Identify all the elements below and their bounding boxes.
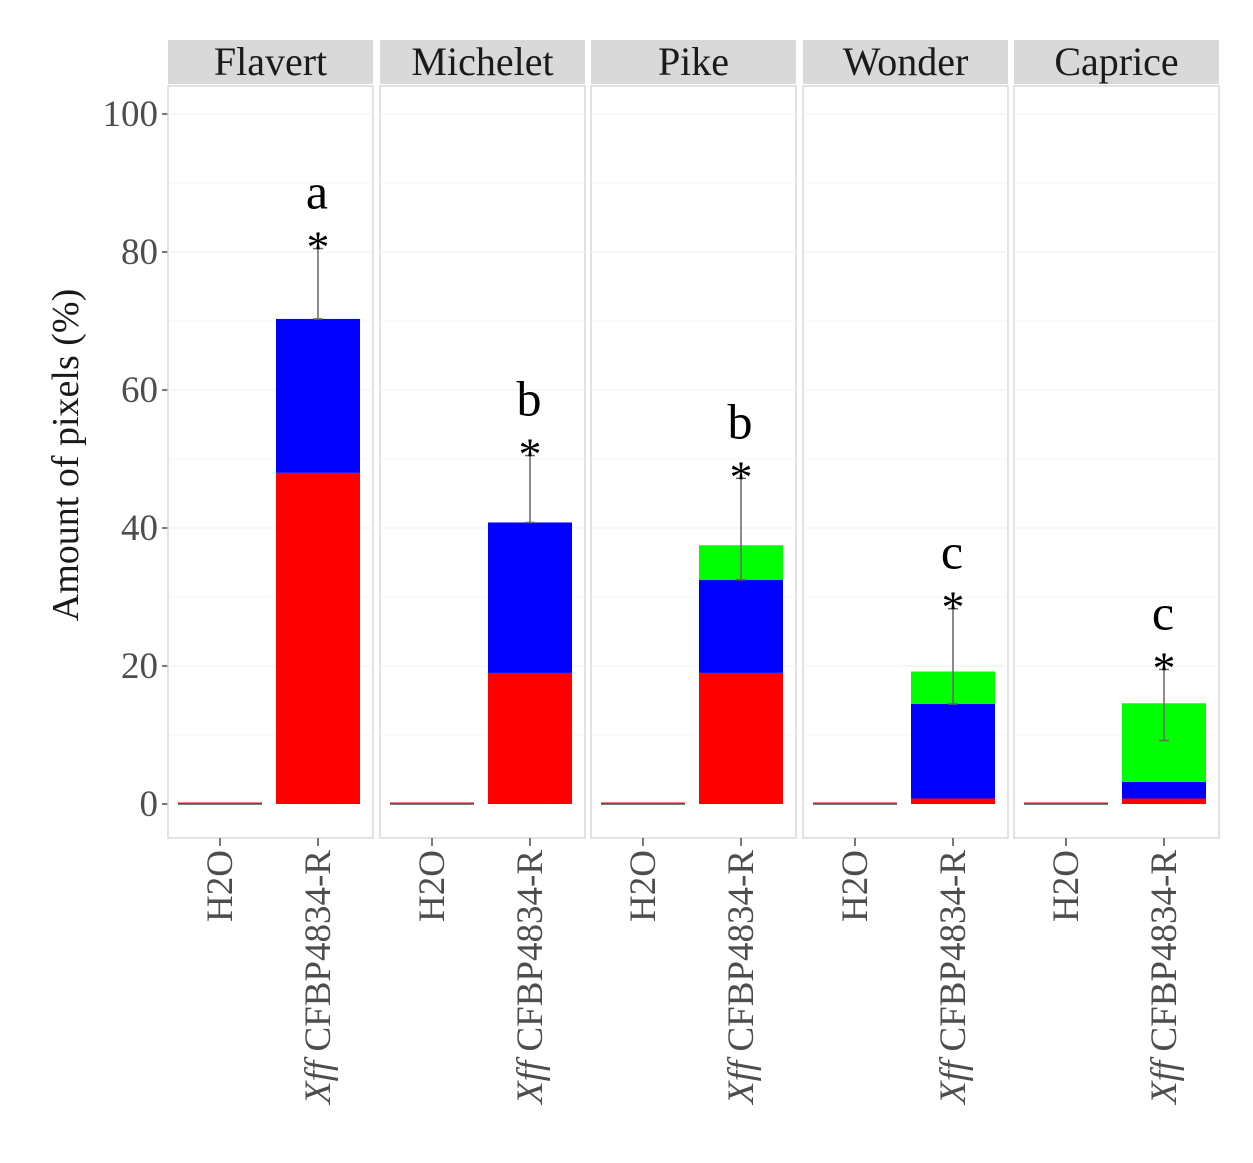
- significance-letter: b: [728, 393, 753, 449]
- facet-strip: [380, 40, 585, 84]
- significance-star: *: [519, 429, 542, 480]
- y-tick-label: 0: [140, 784, 159, 825]
- significance-star: *: [1153, 642, 1176, 693]
- x-tick-label: H2O: [200, 850, 241, 922]
- y-axis: 0 20 40 60 80 100: [103, 94, 168, 825]
- facet-panel-caprice: Caprice H2O Xff CFBP4834-R *c: [1013, 39, 1220, 1106]
- bar-segment-red: [276, 472, 360, 804]
- x-tick-label: Xff CFBP4834-R: [510, 850, 551, 1106]
- significance-star: *: [942, 582, 965, 633]
- facet-strip: [168, 40, 373, 84]
- bar-segment-blue: [699, 579, 783, 673]
- bar-segment-red: [699, 672, 783, 804]
- significance-star: *: [307, 222, 330, 273]
- x-tick-label: H2O: [412, 850, 453, 922]
- x-tick-label: H2O: [623, 850, 664, 922]
- y-tick-label: 100: [103, 94, 159, 135]
- facet-label: Wonder: [843, 39, 969, 84]
- facet-panel-flavert: Flavert H2O Xff CFBP4834-R *a: [167, 39, 374, 1106]
- facet-label: Flavert: [214, 39, 327, 84]
- bar-segment-red: [1122, 798, 1206, 804]
- y-axis-title: Amount of pixels (%): [45, 289, 87, 621]
- y-tick-label: 20: [121, 646, 158, 687]
- y-tick-label: 60: [121, 370, 158, 411]
- facet-panel-pike: Pike H2O Xff CFBP4834-R *b: [590, 39, 797, 1106]
- facet-label: Michelet: [411, 39, 553, 84]
- x-tick-label: Xff CFBP4834-R: [721, 850, 762, 1106]
- significance-letter: c: [941, 524, 963, 580]
- significance-letter: b: [517, 371, 542, 427]
- x-tick-label: Xff CFBP4834-R: [298, 850, 339, 1106]
- facet-panel-wonder: Wonder H2O Xff CFBP4834-R *c: [802, 39, 1009, 1106]
- x-tick-label: H2O: [1046, 850, 1087, 922]
- x-tick-label: H2O: [835, 850, 876, 922]
- facet-label: Pike: [658, 39, 729, 84]
- bar-segment-blue: [911, 703, 995, 799]
- significance-letter: c: [1152, 584, 1174, 640]
- facet-strip: [1014, 40, 1219, 84]
- facet-strip: [591, 40, 796, 84]
- facet-label: Caprice: [1054, 39, 1178, 84]
- x-tick-label: Xff CFBP4834-R: [933, 850, 974, 1106]
- facet-strip: [803, 40, 1008, 84]
- significance-star: *: [730, 451, 753, 502]
- bar-segment-blue: [488, 522, 572, 673]
- bar-segment-red: [911, 798, 995, 804]
- facet-panel-michelet: Michelet H2O Xff CFBP4834-R *b: [379, 39, 586, 1106]
- y-tick-label: 40: [121, 508, 158, 549]
- significance-letter: a: [306, 164, 328, 220]
- x-tick-label: Xff CFBP4834-R: [1144, 850, 1185, 1106]
- y-tick-label: 80: [121, 232, 158, 273]
- bar-segment-blue: [1122, 781, 1206, 799]
- bar-segment-blue: [276, 318, 360, 473]
- bar-segment-red: [488, 672, 572, 804]
